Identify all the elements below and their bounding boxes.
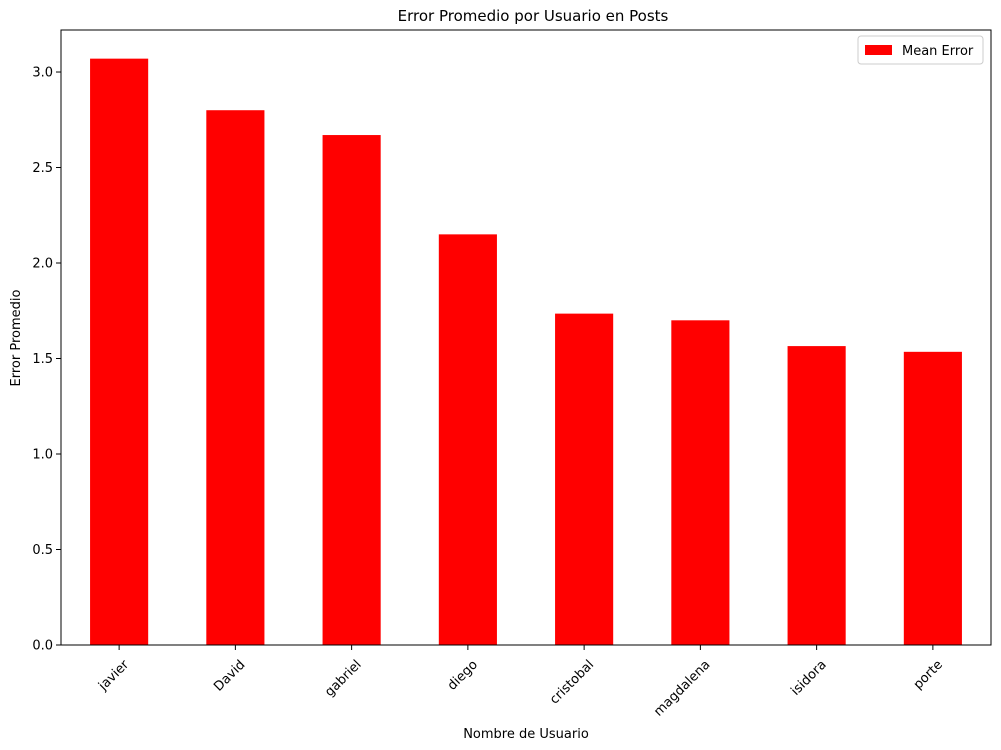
y-axis: 0.0 0.5 1.0 1.5 2.0 2.5 3.0 xyxy=(32,66,61,654)
x-axis-label: Nombre de Usuario xyxy=(463,727,589,742)
bars-group xyxy=(90,58,962,646)
bar-david xyxy=(206,110,265,645)
bar-diego xyxy=(438,234,497,646)
y-tick-label: 3.0 xyxy=(32,66,53,81)
x-tick-label: magdalena xyxy=(651,657,713,719)
chart-title: Error Promedio por Usuario en Posts xyxy=(398,7,669,25)
bar-javier xyxy=(90,58,149,646)
legend-box xyxy=(857,35,984,65)
plot-frame xyxy=(60,29,992,646)
x-tick-label: isidora xyxy=(788,657,829,698)
y-axis-label: Error Promedio xyxy=(9,290,24,387)
legend-label: Mean Error xyxy=(902,44,974,59)
x-tick-label: David xyxy=(211,657,248,694)
bar-isidora xyxy=(787,346,846,645)
y-tick-label: 0.0 xyxy=(32,639,53,654)
y-tick-label: 0.5 xyxy=(32,543,53,558)
x-tick-label: javier xyxy=(95,657,132,694)
bar-gabriel xyxy=(322,135,381,646)
x-tick-label: gabriel xyxy=(322,657,364,699)
x-axis: javier David gabriel diego cristobal magdalen… xyxy=(95,645,946,720)
legend: Mean Error xyxy=(857,35,984,65)
y-tick-label: 2.5 xyxy=(32,161,53,176)
x-tick-label: porte xyxy=(911,657,946,692)
x-tick-label: diego xyxy=(445,657,481,693)
bar-cristobal xyxy=(555,313,614,645)
y-tick-label: 2.0 xyxy=(32,257,53,272)
y-tick-label: 1.0 xyxy=(32,448,53,463)
bar-magdalena xyxy=(671,320,730,645)
bar-porte xyxy=(903,351,962,645)
x-tick-label: cristobal xyxy=(547,657,597,707)
legend-swatch xyxy=(865,45,892,55)
y-tick-label: 1.5 xyxy=(32,352,53,367)
